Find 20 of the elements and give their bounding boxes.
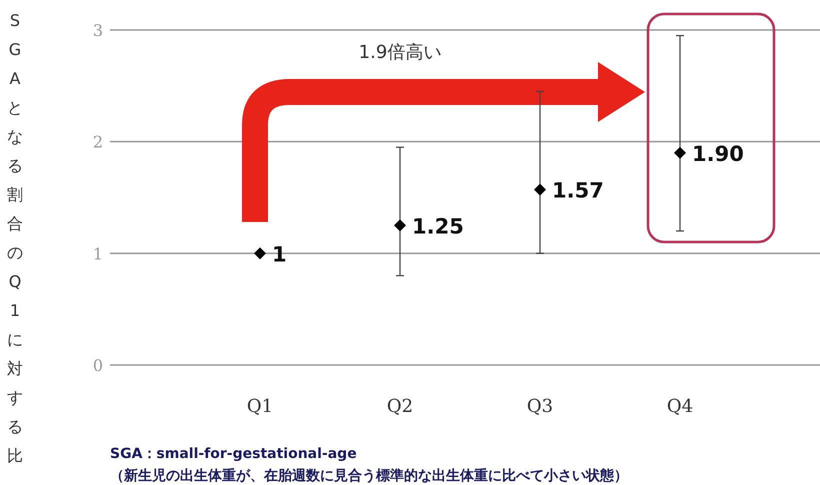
text: （新生児の出生体重が、在胎週数に見合う標準的な出生体重に比べて小さい状態） [110, 467, 628, 484]
x-tick-label: Q1 [246, 396, 274, 417]
point [394, 219, 406, 232]
data-label: 1.57 [552, 178, 604, 203]
y-tick-label: 3 [92, 21, 104, 40]
x-tick-label: Q2 [386, 396, 414, 417]
x-tick-label: Q4 [666, 396, 694, 417]
y-tick-label: 2 [92, 132, 104, 152]
data-label: 1 [272, 242, 287, 266]
y-tick-label: 1 [92, 244, 104, 264]
x-tick-label: Q3 [526, 396, 554, 417]
text: SGA：small-for-gestational-age [110, 446, 357, 462]
text: SGAとなる割合のQ1に対する比 [7, 11, 23, 465]
point [534, 184, 546, 196]
y-tick-label: 0 [92, 356, 104, 375]
point [674, 146, 686, 159]
annotation: 1.9倍高い [358, 42, 442, 63]
data-label: 1.25 [412, 214, 464, 238]
point [254, 247, 266, 260]
data-label: 1.90 [692, 142, 744, 166]
